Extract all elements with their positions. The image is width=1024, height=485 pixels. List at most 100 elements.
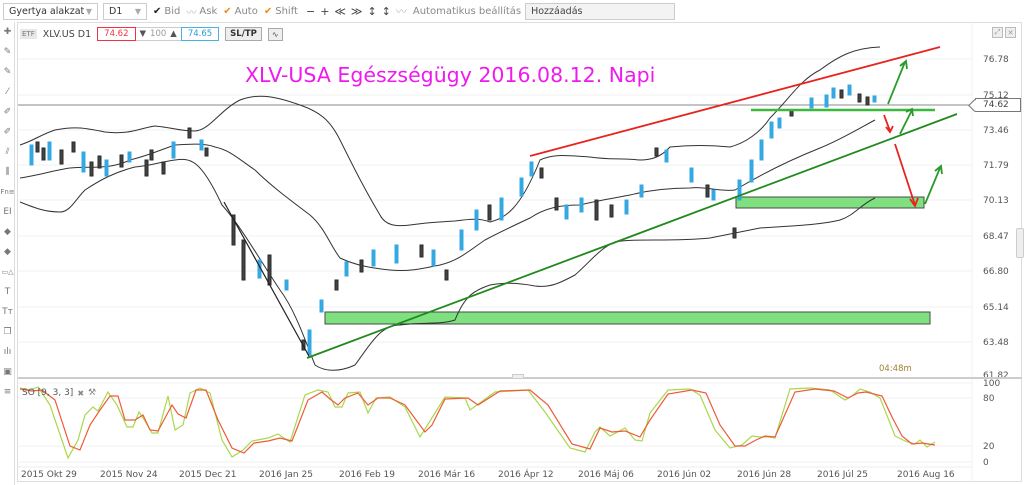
- window-controls: ⤢ ✕: [992, 27, 1016, 38]
- support-zone-70[interactable]: [735, 196, 925, 209]
- wrench-icon[interactable]: ⚒: [88, 388, 97, 398]
- oscillator-axis: 100 80 20 0: [983, 379, 1000, 468]
- x-tick: 2015 Okt 29: [21, 470, 77, 480]
- add-indicator-input[interactable]: Hozzáadás: [525, 2, 676, 20]
- chevron-down-icon: ▼: [134, 6, 141, 16]
- check-icon: ✔: [223, 5, 232, 17]
- shape-icon[interactable]: ◆: [4, 227, 11, 237]
- x-tick: 2016 Jan 25: [259, 470, 313, 480]
- chevron-down-icon: ▼: [85, 6, 92, 16]
- downtrend-line[interactable]: [223, 201, 311, 359]
- chart-type-select[interactable]: Gyertya alakzat ▼: [3, 2, 98, 20]
- drawing-toolbar: ✚ ✎ ✎ ⁄ ✐ ✐ ⫽ ⫼ Fn≡ EI ◆ ◆ ▭△ T Tт ❐ ılı…: [0, 22, 15, 485]
- scenario-arrows: [883, 59, 943, 208]
- etf-badge: ETF: [20, 29, 37, 39]
- bid-label: Bid: [164, 5, 181, 17]
- check-icon: ✔: [263, 5, 273, 17]
- oscillator-gridlines: [18, 382, 972, 463]
- y-tick: 0: [983, 458, 989, 468]
- text-small-icon[interactable]: Tт: [2, 307, 13, 317]
- scroll-right-button[interactable]: ≫: [350, 4, 363, 18]
- candlesticks: [29, 84, 877, 356]
- camera-icon[interactable]: ▣: [3, 367, 12, 377]
- down-arrow-icon[interactable]: ▼: [139, 29, 147, 39]
- y-tick: 63.48: [983, 338, 1009, 348]
- menu-icon[interactable]: ≡: [3, 387, 12, 397]
- y-tick: 66.80: [983, 267, 1009, 277]
- x-tick: 2016 Ápr 12: [498, 468, 554, 480]
- y-tick: 75.12: [983, 91, 1009, 101]
- zoom-out-button[interactable]: −: [305, 4, 316, 18]
- line-icon[interactable]: 〰: [395, 5, 407, 18]
- side-panel-handle[interactable]: [1016, 228, 1024, 258]
- pattern-icon[interactable]: ▭△: [1, 268, 14, 276]
- y-tick: 65.14: [983, 303, 1009, 313]
- timeframe-select[interactable]: D1 ▼: [103, 2, 147, 20]
- check-icon: ✔: [153, 5, 162, 17]
- pencil-icon[interactable]: ✎: [3, 47, 12, 57]
- x-tick: 2016 Máj 06: [578, 470, 634, 480]
- vertical-zoom-icon[interactable]: ↕: [367, 4, 377, 18]
- pitchfork-icon[interactable]: ⫽: [5, 147, 10, 157]
- sell-button[interactable]: 74.62: [97, 27, 136, 41]
- pencil-multi-icon[interactable]: ✎: [3, 67, 12, 77]
- bars-icon[interactable]: ılı: [3, 347, 12, 357]
- y-tick: 70.13: [983, 196, 1009, 206]
- bid-toggle[interactable]: ✔ Bid: [153, 6, 180, 17]
- support-trendline[interactable]: [306, 113, 958, 359]
- line-chart-icon[interactable]: ∿: [267, 27, 283, 41]
- zoom-in-button[interactable]: +: [320, 4, 330, 18]
- x-tick: 2016 Júl 25: [817, 470, 868, 480]
- quick-trade: 74.62 ▼ 100 ▲ 74.65: [97, 27, 220, 41]
- fibonacci-icon[interactable]: ⫼: [5, 167, 10, 177]
- volume-value[interactable]: 100: [150, 29, 167, 39]
- maximize-icon[interactable]: ⤢: [992, 27, 1003, 38]
- y-tick: 20: [983, 442, 995, 452]
- x-tick: 2016 Aug 16: [897, 470, 955, 480]
- volume-stepper[interactable]: ▼ 100 ▲: [135, 27, 181, 41]
- time-axis[interactable]: 2015 Okt 29 2015 Nov 24 2015 Dec 21 2016…: [21, 468, 955, 480]
- support-zone-65[interactable]: [324, 311, 931, 325]
- indicator-name: SO [9, 3, 3]: [22, 388, 74, 398]
- auto-settings-button[interactable]: Automatikus beállítás: [412, 5, 522, 17]
- x-tick: 2016 Jún 02: [657, 470, 711, 480]
- ask-toggle[interactable]: 〰 Ask: [186, 4, 217, 19]
- current-price-tag: 74.62: [975, 98, 1021, 112]
- pen-alt-icon[interactable]: ✐: [3, 127, 12, 137]
- scroll-left-button[interactable]: ≪: [334, 4, 346, 18]
- resistance-trendline[interactable]: [529, 46, 941, 157]
- sltp-button[interactable]: SL/TP: [225, 27, 262, 41]
- text-icon[interactable]: T: [4, 287, 11, 297]
- crosshair-icon[interactable]: ✚: [3, 27, 12, 37]
- shift-toggle[interactable]: ✔ Shift: [264, 6, 298, 17]
- y-tick: 68.47: [983, 232, 1009, 242]
- close-icon[interactable]: ✖: [77, 388, 85, 398]
- shift-label: Shift: [275, 5, 298, 17]
- auto-label: Auto: [234, 5, 258, 17]
- close-icon[interactable]: ✕: [1005, 27, 1016, 38]
- ray-line-icon[interactable]: ⁄: [6, 87, 9, 97]
- y-tick: 61.82: [983, 371, 1009, 381]
- price-axis[interactable]: 76.78 75.12 73.46 71.79 70.13 68.47 66.8…: [983, 55, 1009, 381]
- indicator-label: SO [9, 3, 3] ✖ ⚒: [22, 388, 96, 398]
- buy-button[interactable]: 74.65: [180, 27, 220, 41]
- function-icon[interactable]: Fn≡: [0, 188, 15, 196]
- layers-icon[interactable]: ❐: [3, 327, 12, 337]
- shape-alt-icon[interactable]: ◆: [4, 247, 11, 257]
- pen-icon[interactable]: ✐: [3, 107, 12, 117]
- y-tick: 71.79: [983, 161, 1009, 171]
- x-tick: 2016 Már 16: [418, 470, 475, 480]
- pane-splitter[interactable]: [512, 374, 524, 379]
- elliott-icon[interactable]: EI: [3, 207, 12, 217]
- up-arrow-icon[interactable]: ▲: [170, 29, 177, 39]
- main-gridlines: [18, 22, 973, 482]
- auto-toggle[interactable]: ✔ Auto: [223, 6, 258, 17]
- timeframe-value: D1: [109, 5, 123, 17]
- stochastic-d-line: [19, 388, 936, 454]
- y-tick: 73.46: [983, 126, 1009, 136]
- vertical-scale-icon[interactable]: ↕: [381, 4, 391, 18]
- stochastic-k-line: [19, 386, 936, 460]
- x-tick: 2016 Feb 19: [339, 470, 395, 480]
- x-tick: 2016 Jún 28: [737, 470, 791, 480]
